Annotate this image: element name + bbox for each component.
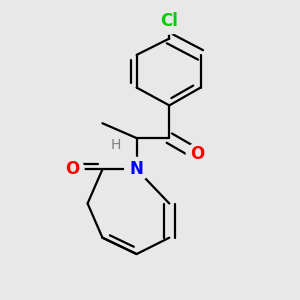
Circle shape (107, 136, 124, 153)
Circle shape (125, 158, 148, 181)
Text: Cl: Cl (160, 12, 178, 30)
Circle shape (186, 143, 209, 166)
Text: N: N (130, 160, 144, 178)
Text: O: O (66, 160, 80, 178)
Circle shape (156, 7, 183, 34)
Circle shape (61, 158, 84, 181)
Text: O: O (190, 146, 205, 164)
Text: H: H (111, 138, 121, 152)
